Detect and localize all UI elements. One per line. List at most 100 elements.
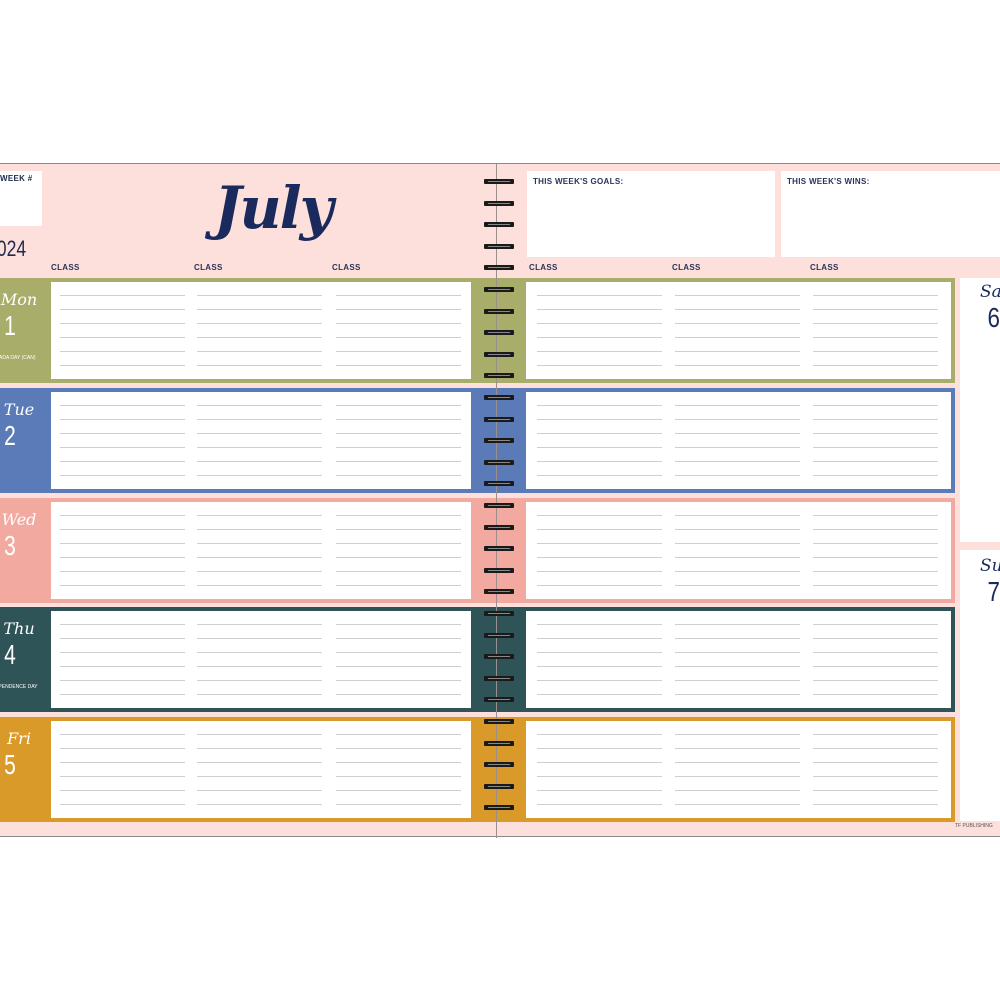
writing-line [60,529,185,530]
writing-line [675,734,800,735]
spiral-ring [484,481,514,487]
writing-line [675,585,800,586]
writing-line [336,405,461,406]
day-notes-right[interactable] [522,717,955,822]
sunday-box: Sun 7 [960,550,1000,821]
writing-line [60,543,185,544]
spiral-ring [484,675,514,681]
day-notes-left[interactable] [47,278,475,383]
weekly-wins-label: THIS WEEK'S WINS: [787,177,870,186]
writing-line [675,638,800,639]
writing-line [336,776,461,777]
writing-line [336,433,461,434]
writing-line [60,571,185,572]
writing-line [537,790,662,791]
writing-line [60,790,185,791]
writing-line [336,475,461,476]
spiral-ring [484,438,514,444]
writing-line [813,405,938,406]
day-name: Wed [1,510,37,529]
writing-line [675,433,800,434]
writing-line [813,790,938,791]
writing-line [336,323,461,324]
day-name: Thu [3,619,35,638]
holiday-label: INDEPENDENCE DAY [0,684,38,690]
writing-line [60,762,185,763]
writing-line [60,515,185,516]
writing-line [537,652,662,653]
writing-line [813,571,938,572]
writing-line [60,804,185,805]
writing-line [537,748,662,749]
writing-line [813,638,938,639]
writing-line [336,529,461,530]
spiral-ring [484,762,514,768]
weekly-goals-box: THIS WEEK'S GOALS: [527,171,775,257]
day-notes-right[interactable] [522,607,955,712]
writing-line [813,748,938,749]
year-label: 2024 [0,236,27,261]
writing-line [537,365,662,366]
day-notes-right[interactable] [522,498,955,603]
writing-line [336,295,461,296]
spiral-ring [484,524,514,530]
writing-line [813,475,938,476]
writing-line [60,734,185,735]
writing-line [197,461,322,462]
spiral-ring [484,243,514,249]
writing-line [197,585,322,586]
writing-line [197,433,322,434]
spiral-ring [484,805,514,811]
writing-line [675,351,800,352]
class-label: CLASS [672,263,701,272]
writing-line [813,624,938,625]
spiral-ring [484,351,514,357]
day-tab: Thu 4 INDEPENDENCE DAY [0,607,47,712]
writing-line [675,571,800,572]
writing-line [675,748,800,749]
writing-line [336,804,461,805]
spiral-ring [484,200,514,206]
writing-line [537,734,662,735]
writing-line [197,405,322,406]
day-notes-left[interactable] [47,607,475,712]
writing-line [813,337,938,338]
day-notes-left[interactable] [47,717,475,822]
writing-line [675,447,800,448]
writing-line [813,666,938,667]
publisher-credit: TF PUBLISHING [955,823,993,829]
day-notes-right[interactable] [522,278,955,383]
writing-line [336,515,461,516]
writing-line [60,748,185,749]
writing-line [336,337,461,338]
day-notes-left[interactable] [47,498,475,603]
writing-line [537,433,662,434]
spiral-ring [484,395,514,400]
writing-line [336,447,461,448]
writing-line [813,680,938,681]
writing-line [675,804,800,805]
spiral-ring [484,567,514,573]
writing-line [537,585,662,586]
day-notes-left[interactable] [47,388,475,493]
writing-line [537,624,662,625]
day-name: Tue [3,400,35,419]
writing-line [675,309,800,310]
writing-line [813,652,938,653]
writing-line [813,309,938,310]
spiral-ring [484,719,514,724]
writing-line [537,461,662,462]
writing-line [197,365,322,366]
day-name: Sun [980,556,1000,576]
writing-line [675,337,800,338]
day-tab: Wed 3 [0,498,47,603]
writing-line [60,694,185,695]
writing-line [197,734,322,735]
writing-line [813,585,938,586]
day-name: Sat [980,282,1000,302]
writing-line [537,762,662,763]
writing-line [197,351,322,352]
writing-line [813,804,938,805]
day-number: 4 [4,639,16,670]
day-notes-right[interactable] [522,388,955,493]
